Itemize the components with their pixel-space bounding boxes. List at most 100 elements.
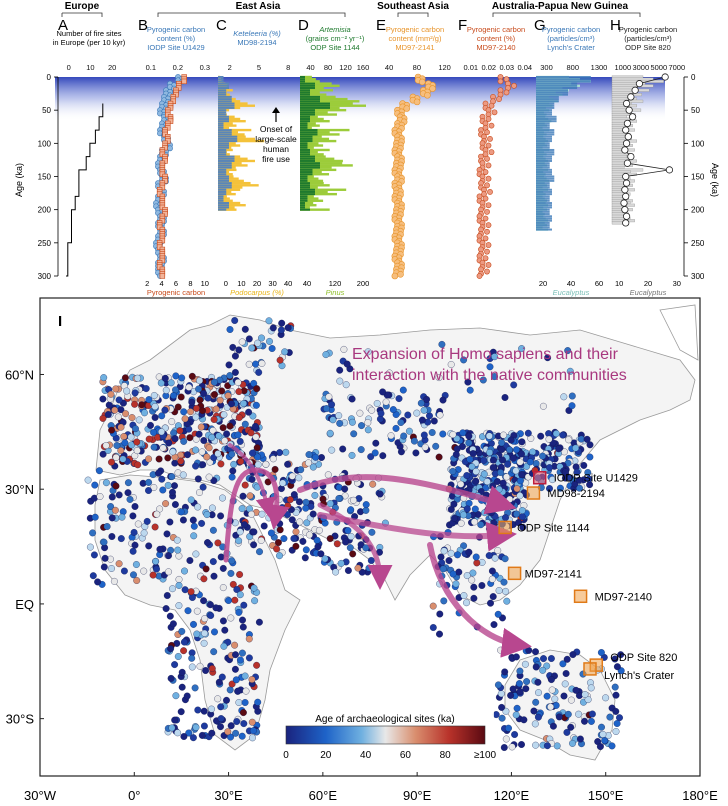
bar-pinus [300, 144, 324, 147]
archaeological-site-dot [371, 449, 379, 457]
archaeological-site-dot [278, 510, 285, 518]
archaeological-site-dot [131, 541, 139, 549]
archaeological-site-dot [140, 567, 148, 575]
archaeological-site-dot [586, 453, 594, 461]
archaeological-site-dot [348, 451, 356, 459]
point-pyc-md97-2140 [511, 82, 517, 89]
archaeological-site-dot [387, 432, 395, 440]
archaeological-site-dot [220, 411, 228, 419]
archaeological-site-dot [155, 469, 162, 477]
archaeological-site-dot [576, 484, 583, 492]
bar-pyc-lynch [536, 126, 550, 129]
archaeological-site-dot [531, 720, 539, 728]
archaeological-site-dot [153, 565, 160, 573]
archaeological-site-dot [305, 451, 313, 459]
archaeological-site-dot [606, 713, 614, 721]
archaeological-site-dot [503, 473, 511, 481]
bar-pyc-lynch [536, 98, 559, 101]
archaeological-site-dot [465, 548, 473, 556]
bar-keteleeria [218, 146, 229, 149]
bar-pyc-lynch [536, 148, 555, 151]
human-fire-note-1: Onset of [260, 124, 293, 134]
point-pyc-md97-2140 [484, 155, 490, 162]
archaeological-site-dot [155, 373, 163, 381]
archaeological-site-dot [86, 543, 94, 551]
archaeological-site-dot [209, 558, 217, 566]
archaeological-site-dot [187, 588, 195, 596]
archaeological-site-dot [568, 402, 576, 410]
archaeological-site-dot [309, 463, 317, 471]
panel-d-top-title-2: ODP Site 1144 [310, 43, 359, 52]
archaeological-site-dot [181, 586, 189, 594]
archaeological-site-dot [306, 531, 313, 539]
archaeological-site-dot [138, 401, 146, 409]
archaeological-site-dot [336, 419, 344, 427]
archaeological-site-dot [465, 439, 473, 447]
archaeological-site-dot [208, 665, 216, 672]
archaeological-site-dot [358, 568, 366, 576]
archaeological-site-dot [89, 529, 97, 537]
archaeological-site-dot [288, 516, 296, 524]
bar-keteleeria [218, 171, 227, 174]
archaeological-site-dot [276, 552, 283, 560]
archaeological-site-dot [543, 662, 551, 670]
bar-pinus [300, 164, 353, 167]
panel-c-top-tick: 5 [257, 63, 261, 72]
bar-pyc-lynch [536, 120, 557, 123]
panel-g-bottom-tick: 60 [595, 279, 603, 288]
archaeological-site-dot [460, 356, 468, 364]
point-pyc-md97-2140 [491, 109, 498, 116]
bar-keteleeria [218, 159, 235, 162]
archaeological-site-dot [102, 479, 110, 487]
bar-artemisia [300, 104, 330, 107]
bar-pyc-lynch [536, 124, 550, 127]
archaeological-site-dot [477, 521, 485, 529]
bar-artemisia [300, 202, 305, 205]
age-tick-label-right: 100 [691, 139, 705, 148]
bar-artemisia [300, 100, 320, 103]
bar-pinus [300, 148, 330, 152]
archaeological-site-dot [267, 529, 275, 537]
point-pyc-820 [621, 206, 629, 214]
archaeological-site-dot [236, 437, 244, 445]
archaeological-site-dot [147, 421, 154, 429]
archaeological-site-dot [96, 493, 104, 500]
archaeological-site-dot [204, 394, 212, 402]
bar-pinus [300, 128, 350, 132]
archaeological-site-dot [489, 482, 497, 490]
archaeological-site-dot [569, 739, 576, 747]
archaeological-site-dot [312, 453, 320, 461]
archaeological-site-dot [250, 541, 258, 549]
archaeological-site-dot [311, 491, 319, 499]
archaeological-site-dot [466, 386, 474, 394]
archaeological-site-dot [152, 557, 160, 565]
archaeological-site-dot [612, 691, 620, 699]
archaeological-site-dot [507, 436, 515, 444]
archaeological-site-dot [217, 553, 225, 561]
point-pyc-820 [622, 219, 630, 227]
archaeological-site-dot [229, 343, 237, 351]
bar-keteleeria [218, 82, 229, 85]
archaeological-site-dot [145, 396, 153, 404]
archaeological-site-dot [543, 692, 551, 700]
bar-keteleeria [218, 206, 229, 209]
archaeological-site-dot [395, 395, 403, 403]
bar-keteleeria [218, 91, 227, 94]
archaeological-site-dot [252, 401, 260, 409]
archaeological-site-dot [469, 450, 477, 458]
archaeological-site-dot [324, 471, 332, 479]
archaeological-site-dot [240, 521, 248, 529]
archaeological-site-dot [150, 429, 158, 436]
archaeological-site-dot [281, 348, 289, 356]
dispersal-arrow-south-asia [317, 502, 393, 590]
archaeological-site-dot [238, 338, 246, 346]
archaeological-site-dot [452, 450, 460, 458]
panel-c-bottom-tick: 40 [284, 279, 292, 288]
point-pyc-820 [621, 146, 629, 154]
archaeological-site-dot [255, 618, 263, 626]
archaeological-site-dot [171, 501, 179, 508]
archaeological-site-dot [181, 415, 189, 423]
archaeological-site-dot [170, 392, 178, 400]
archaeological-site-dot [569, 651, 577, 659]
